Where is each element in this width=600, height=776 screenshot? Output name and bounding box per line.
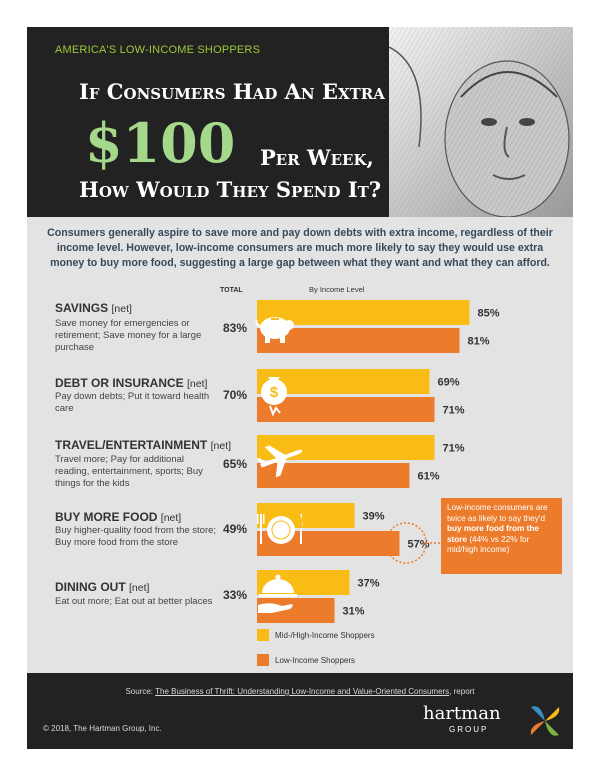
category-title-text: TRAVEL/ENTERTAINMENT bbox=[55, 438, 208, 452]
bar-value-label: 37% bbox=[358, 578, 380, 590]
banknote-portrait-image bbox=[389, 27, 573, 217]
net-tag: [net] bbox=[210, 440, 231, 452]
total-column-header: TOTAL bbox=[220, 287, 243, 294]
kicker-text: AMERICA'S LOW-INCOME SHOPPERS bbox=[55, 44, 261, 56]
pinwheel-logo-icon bbox=[530, 706, 560, 736]
category-title-text: BUY MORE FOOD bbox=[55, 510, 158, 524]
logo-wordmark: hartman bbox=[423, 703, 501, 724]
callout-stat: (44% vs 22% for mid/high income) bbox=[447, 534, 530, 555]
category-title-text: DINING OUT bbox=[55, 580, 126, 594]
income-column-header: By Income Level bbox=[309, 285, 365, 294]
category-title-text: SAVINGS bbox=[55, 301, 109, 315]
main-panel: Consumers generally aspire to save more … bbox=[27, 217, 573, 673]
legend-label: Mid-/High-Income Shoppers bbox=[275, 630, 375, 640]
hartman-logo: hartman GROUP bbox=[423, 703, 565, 743]
category-desc-debt: Pay down debts; Put it toward health car… bbox=[55, 391, 210, 414]
bar-value-label: 71% bbox=[443, 443, 465, 455]
category-title-text: DEBT OR INSURANCE bbox=[55, 376, 184, 390]
bar-value-label: 81% bbox=[468, 336, 490, 348]
piggy-bank-icon bbox=[255, 317, 294, 343]
logo-subtext: GROUP bbox=[449, 725, 489, 734]
source-link[interactable]: The Business of Thrift: Understanding Lo… bbox=[155, 687, 450, 696]
bar-value-label: 31% bbox=[343, 606, 365, 618]
category-total-travel: 65% bbox=[223, 457, 248, 471]
legend-label: Low-Income Shoppers bbox=[275, 655, 356, 665]
category-title-travel: TRAVEL/ENTERTAINMENT [net] bbox=[55, 438, 231, 452]
category-total-savings: 83% bbox=[223, 321, 248, 335]
bar-chart: 85% 69% 71% 39% 37% 81% 71% 61% 57% 31% $ bbox=[255, 300, 500, 623]
title-line-2: Per Week, bbox=[260, 145, 374, 170]
bar-low-debt bbox=[257, 397, 435, 422]
category-title-debt: DEBT OR INSURANCE [net] bbox=[55, 376, 207, 390]
callout-bold: buy more food from the store bbox=[447, 524, 539, 544]
category-total-dining: 33% bbox=[223, 588, 248, 602]
legend-swatch-low bbox=[257, 654, 269, 666]
category-desc-savings: Save money for emergencies or retirement… bbox=[55, 318, 202, 353]
legend-mid-high: Mid-/High-Income Shoppers bbox=[257, 629, 375, 641]
bar-mid-high-savings bbox=[257, 300, 470, 325]
bar-value-label: 71% bbox=[443, 405, 465, 417]
source-line: Source: The Business of Thrift: Understa… bbox=[27, 687, 573, 696]
bar-value-label: 69% bbox=[438, 377, 460, 389]
category-desc-travel: Travel more; Pay for additional reading,… bbox=[55, 454, 203, 489]
legend-swatch-mid-high bbox=[257, 629, 269, 641]
category-total-food: 49% bbox=[223, 522, 248, 536]
bar-value-label: 57% bbox=[408, 539, 430, 551]
category-desc-food: Buy higher-quality food from the store; … bbox=[55, 525, 217, 548]
bar-low-savings bbox=[257, 328, 460, 353]
bar-value-label: 85% bbox=[478, 308, 500, 320]
money-bag-icon: $ bbox=[261, 377, 287, 417]
net-tag: [net] bbox=[160, 512, 182, 524]
net-tag: [net] bbox=[111, 303, 132, 315]
category-total-debt: 70% bbox=[223, 388, 248, 402]
bar-value-label: 61% bbox=[418, 471, 440, 483]
title-line-1: If Consumers Had An Extra bbox=[79, 79, 385, 104]
category-title-savings: SAVINGS [net] bbox=[55, 301, 132, 315]
category-desc-dining: Eat out more; Eat out at better places bbox=[55, 596, 213, 607]
source-prefix: Source: bbox=[125, 687, 154, 696]
plate-cutlery-icon bbox=[257, 514, 303, 544]
food-callout: Low-income consumers are twice as likely… bbox=[441, 498, 562, 574]
airplane-icon bbox=[256, 445, 303, 478]
net-tag: [net] bbox=[129, 582, 150, 594]
bar-value-label: 39% bbox=[363, 511, 385, 523]
callout-text: Low-income consumers are twice as likely… bbox=[447, 503, 548, 523]
svg-text:$: $ bbox=[270, 384, 279, 401]
header-banner: AMERICA'S LOW-INCOME SHOPPERS If Consume… bbox=[27, 27, 573, 217]
cloche-icon bbox=[258, 574, 297, 613]
title-amount: $100 bbox=[85, 111, 236, 175]
title-line-3: How Would They Spend It? bbox=[79, 177, 382, 202]
intro-paragraph: Consumers generally aspire to save more … bbox=[47, 227, 553, 269]
footer: Source: The Business of Thrift: Understa… bbox=[27, 673, 573, 749]
category-title-dining: DINING OUT [net] bbox=[55, 580, 149, 594]
category-title-food: BUY MORE FOOD [net] bbox=[55, 510, 181, 524]
legend-low: Low-Income Shoppers bbox=[257, 654, 355, 666]
net-tag: [net] bbox=[187, 378, 208, 390]
source-suffix: , report bbox=[449, 687, 475, 696]
copyright: © 2018, The Hartman Group, Inc. bbox=[43, 724, 162, 733]
